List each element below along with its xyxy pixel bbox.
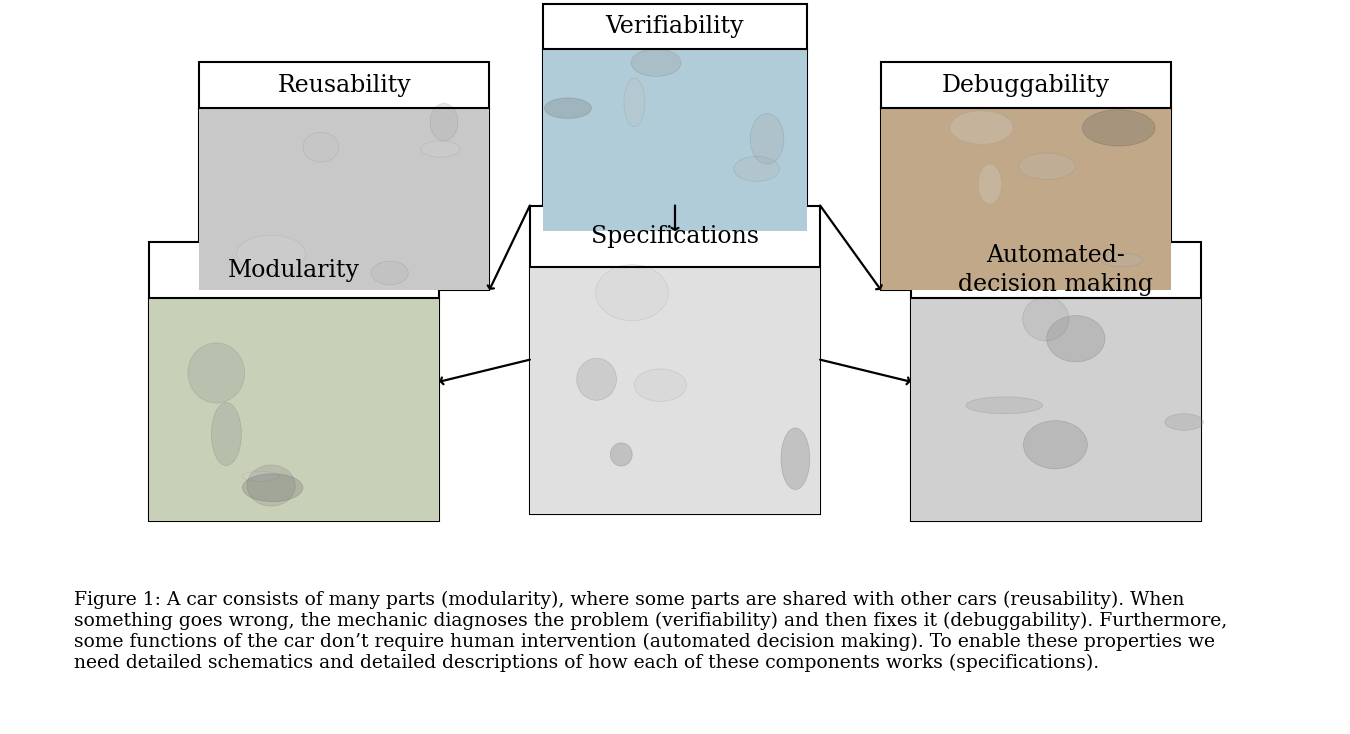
Ellipse shape xyxy=(634,369,687,401)
Ellipse shape xyxy=(751,114,784,164)
Ellipse shape xyxy=(624,79,645,126)
Ellipse shape xyxy=(236,235,305,272)
Bar xyxy=(200,62,490,290)
Bar xyxy=(880,62,1170,290)
Ellipse shape xyxy=(247,465,296,506)
Text: Modularity: Modularity xyxy=(228,258,360,282)
Text: Automated-
decision making: Automated- decision making xyxy=(958,244,1153,296)
Bar xyxy=(910,298,1200,521)
Ellipse shape xyxy=(595,265,668,321)
Ellipse shape xyxy=(1102,253,1142,266)
Ellipse shape xyxy=(576,358,617,400)
Bar xyxy=(880,108,1170,290)
Ellipse shape xyxy=(780,428,810,490)
Ellipse shape xyxy=(630,49,680,76)
Ellipse shape xyxy=(1083,110,1156,146)
Ellipse shape xyxy=(1165,414,1203,430)
Ellipse shape xyxy=(950,111,1012,144)
Text: Verifiability: Verifiability xyxy=(606,15,744,38)
Ellipse shape xyxy=(1046,316,1104,362)
Text: Specifications: Specifications xyxy=(591,225,759,248)
Ellipse shape xyxy=(431,103,458,141)
Ellipse shape xyxy=(371,261,408,285)
Ellipse shape xyxy=(1018,153,1076,179)
Bar xyxy=(543,49,806,231)
Ellipse shape xyxy=(421,141,460,157)
Text: Reusability: Reusability xyxy=(277,73,412,97)
Ellipse shape xyxy=(242,471,279,482)
Bar xyxy=(910,242,1200,521)
Ellipse shape xyxy=(243,474,302,501)
Bar xyxy=(543,4,806,231)
Ellipse shape xyxy=(188,343,244,403)
Ellipse shape xyxy=(610,443,632,466)
Ellipse shape xyxy=(1023,421,1087,469)
Text: Figure 1: A car consists of many parts (modularity), where some parts are shared: Figure 1: A car consists of many parts (… xyxy=(74,591,1227,672)
Bar xyxy=(148,298,440,521)
Ellipse shape xyxy=(967,397,1042,414)
Ellipse shape xyxy=(302,132,339,162)
Ellipse shape xyxy=(1023,297,1069,341)
Bar xyxy=(529,267,819,514)
Ellipse shape xyxy=(544,98,591,118)
Bar xyxy=(529,206,819,514)
Bar xyxy=(200,108,490,290)
Bar xyxy=(148,242,440,521)
Ellipse shape xyxy=(733,156,780,181)
Text: Debuggability: Debuggability xyxy=(942,73,1110,97)
Ellipse shape xyxy=(979,164,1002,204)
Ellipse shape xyxy=(212,403,242,465)
